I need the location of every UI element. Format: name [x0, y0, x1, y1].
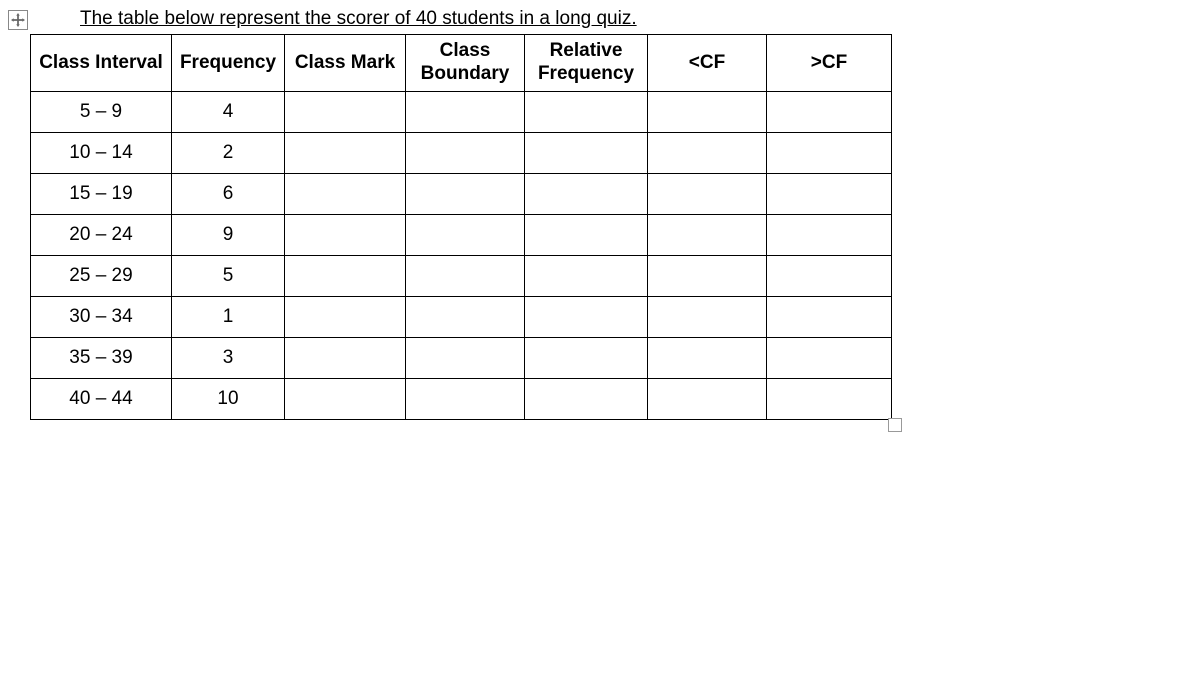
cell-interval: 10 – 14 [31, 133, 172, 174]
table-row: 30 – 341 [31, 297, 892, 338]
cell-gcf [767, 379, 892, 420]
cell-frequency: 4 [172, 92, 285, 133]
cell-rel-freq [525, 379, 648, 420]
header-frequency: Frequency [172, 35, 285, 92]
cell-class-mark [285, 174, 406, 215]
cell-lcf [648, 379, 767, 420]
cell-class-mark [285, 338, 406, 379]
cell-class-boundary [406, 256, 525, 297]
cell-gcf [767, 297, 892, 338]
cell-rel-freq [525, 338, 648, 379]
header-less-cf: <CF [648, 35, 767, 92]
cell-rel-freq [525, 133, 648, 174]
header-greater-cf: >CF [767, 35, 892, 92]
table-row: 5 – 94 [31, 92, 892, 133]
cell-gcf [767, 338, 892, 379]
table-row: 10 – 142 [31, 133, 892, 174]
cell-frequency: 1 [172, 297, 285, 338]
cell-frequency: 9 [172, 215, 285, 256]
table-row: 25 – 295 [31, 256, 892, 297]
cell-class-mark [285, 256, 406, 297]
cell-rel-freq [525, 215, 648, 256]
cell-class-boundary [406, 338, 525, 379]
cell-gcf [767, 215, 892, 256]
cell-class-boundary [406, 92, 525, 133]
cell-rel-freq [525, 256, 648, 297]
cell-rel-freq [525, 92, 648, 133]
cell-lcf [648, 256, 767, 297]
cell-frequency: 5 [172, 256, 285, 297]
cell-class-mark [285, 379, 406, 420]
header-class-interval: Class Interval [31, 35, 172, 92]
cell-lcf [648, 215, 767, 256]
cell-rel-freq [525, 174, 648, 215]
table-row: 15 – 196 [31, 174, 892, 215]
cell-class-boundary [406, 297, 525, 338]
cell-gcf [767, 174, 892, 215]
table-row: 40 – 4410 [31, 379, 892, 420]
table-row: 35 – 393 [31, 338, 892, 379]
cell-class-mark [285, 92, 406, 133]
cell-class-mark [285, 215, 406, 256]
cell-gcf [767, 256, 892, 297]
cell-lcf [648, 297, 767, 338]
header-class-mark: Class Mark [285, 35, 406, 92]
cell-lcf [648, 338, 767, 379]
cell-interval: 40 – 44 [31, 379, 172, 420]
cell-lcf [648, 92, 767, 133]
cell-interval: 15 – 19 [31, 174, 172, 215]
cell-gcf [767, 92, 892, 133]
cell-rel-freq [525, 297, 648, 338]
cell-interval: 25 – 29 [31, 256, 172, 297]
cell-gcf [767, 133, 892, 174]
cell-interval: 35 – 39 [31, 338, 172, 379]
cell-class-boundary [406, 133, 525, 174]
cell-interval: 20 – 24 [31, 215, 172, 256]
cell-frequency: 2 [172, 133, 285, 174]
table-caption: The table below represent the scorer of … [80, 8, 892, 30]
frequency-table: Class Interval Frequency Class Mark Clas… [30, 34, 892, 420]
cell-frequency: 6 [172, 174, 285, 215]
cell-interval: 5 – 9 [31, 92, 172, 133]
table-row: 20 – 249 [31, 215, 892, 256]
cell-class-boundary [406, 174, 525, 215]
header-relative-freq: RelativeFrequency [525, 35, 648, 92]
cell-class-boundary [406, 215, 525, 256]
cell-interval: 30 – 34 [31, 297, 172, 338]
cell-class-boundary [406, 379, 525, 420]
cell-class-mark [285, 133, 406, 174]
cell-frequency: 10 [172, 379, 285, 420]
cell-lcf [648, 174, 767, 215]
cell-class-mark [285, 297, 406, 338]
cell-lcf [648, 133, 767, 174]
move-icon[interactable] [8, 10, 28, 30]
header-class-boundary: ClassBoundary [406, 35, 525, 92]
cell-frequency: 3 [172, 338, 285, 379]
resize-handle-icon[interactable] [888, 418, 902, 432]
header-row: Class Interval Frequency Class Mark Clas… [31, 35, 892, 92]
